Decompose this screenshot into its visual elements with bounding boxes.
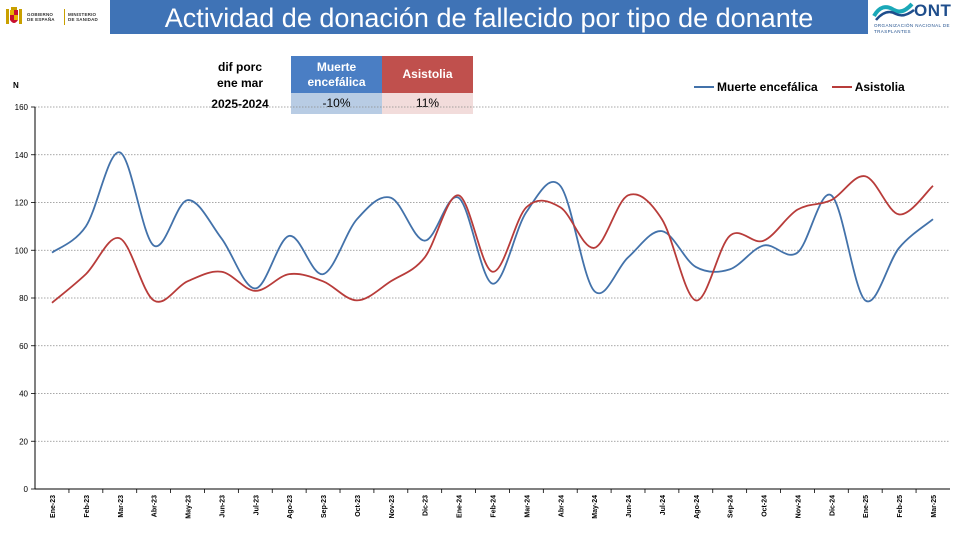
legend-swatch-muerte	[694, 86, 714, 88]
summary-header-asistolia: Asistolia	[382, 56, 473, 93]
x-tick-label: Dic-24	[829, 495, 836, 516]
ont-logo-subtitle: ORGANIZACIÓN NACIONAL DE TRASPLANTES	[874, 23, 950, 34]
gov-logo-text: GOBIERNO DE ESPAÑA	[27, 12, 55, 22]
coat-of-arms-icon	[4, 6, 24, 28]
y-tick-labels: 0 20 40 60 80 100 120 140 160	[15, 103, 29, 494]
x-tick-label: Abr-24	[558, 495, 565, 517]
summary-period: 2025-2024	[211, 97, 269, 111]
series-lines	[51, 151, 934, 304]
ont-logo-word: ONT	[914, 1, 952, 20]
x-tick-label: Dic-23	[423, 495, 430, 516]
axes	[31, 106, 950, 493]
x-tick-label: Nov-23	[389, 495, 396, 518]
legend-item-muerte: Muerte encefálica	[694, 80, 818, 94]
ont-wave-icon	[872, 2, 915, 21]
ministry-text: MINISTERIO DE SANIDAD	[68, 12, 99, 22]
x-tick-label: Oct-23	[355, 495, 362, 517]
x-tick-label: Jun-23	[219, 495, 226, 518]
summary-value-muerte: -10%	[291, 93, 382, 114]
legend-label-asistolia: Asistolia	[854, 80, 905, 94]
x-tick-label: Jun-24	[626, 495, 633, 518]
x-tick-label: Feb-23	[84, 495, 91, 518]
x-tick-label: Nov-24	[795, 495, 802, 518]
x-tick-label: Mar-24	[524, 495, 531, 518]
summary-header-muerte: Muerte encefálica	[291, 56, 382, 93]
summary-label-line1: dif porc	[218, 60, 262, 74]
chart-legend: Muerte encefálica Asistolia	[694, 80, 919, 94]
x-tick-label: Jul-23	[253, 495, 260, 515]
x-tick-labels: Ene-23 Feb-23 Mar-23 Abr-23 May-23 Jun-23 Jul-…	[50, 495, 938, 519]
x-tick-label: Sep-23	[321, 495, 328, 518]
y-tick-label: 0	[24, 485, 29, 494]
y-tick-label: 60	[19, 342, 28, 351]
page-title: Actividad de donación de fallecido por t…	[110, 0, 868, 34]
x-tick-label: May-24	[592, 495, 599, 519]
x-tick-label: May-23	[186, 495, 193, 519]
x-tick-label: Feb-24	[491, 495, 498, 518]
legend-swatch-asistolia	[831, 86, 852, 88]
legend-item-asistolia: Asistolia	[831, 80, 905, 94]
x-tick-label: Ene-23	[50, 495, 57, 518]
y-tick-label: 100	[15, 246, 29, 255]
x-tick-label: Oct-24	[762, 495, 769, 517]
x-tick-label: Mar-25	[931, 495, 938, 518]
x-tick-label: Ago-24	[694, 495, 701, 519]
legend-label-muerte: Muerte encefálica	[717, 80, 818, 94]
series-line-muerte-encefalica	[51, 151, 934, 303]
x-tick-label: Feb-25	[897, 495, 904, 518]
x-tick-label: Ago-23	[287, 495, 294, 519]
x-tick-label: Sep-24	[728, 495, 735, 518]
x-tick-label: Jul-24	[660, 495, 667, 515]
y-tick-label: 40	[19, 390, 28, 399]
y-tick-label: 160	[15, 103, 29, 112]
grid-lines	[35, 106, 950, 442]
y-tick-label: 80	[19, 294, 28, 303]
y-axis-unit: N	[13, 81, 19, 90]
x-tick-label: Ene-24	[457, 495, 464, 518]
y-tick-label: 120	[15, 199, 29, 208]
y-tick-label: 140	[15, 151, 29, 160]
ont-logo: ONT ORGANIZACIÓN NACIONAL DE TRASPLANTES	[870, 0, 960, 36]
x-tick-label: Abr-23	[152, 495, 159, 517]
logo-divider	[64, 9, 65, 25]
summary-label-line2: ene mar	[216, 76, 264, 90]
y-tick-label: 20	[19, 437, 28, 446]
summary-value-asistolia: 11%	[382, 93, 473, 114]
x-tick-label: Ene-25	[863, 495, 870, 518]
government-logo: GOBIERNO DE ESPAÑA MINISTERIO DE SANIDAD	[4, 5, 108, 29]
x-tick-label: Mar-23	[118, 495, 125, 518]
series-line-asistolia	[51, 175, 934, 304]
summary-label: dif porc ene mar	[190, 59, 290, 91]
